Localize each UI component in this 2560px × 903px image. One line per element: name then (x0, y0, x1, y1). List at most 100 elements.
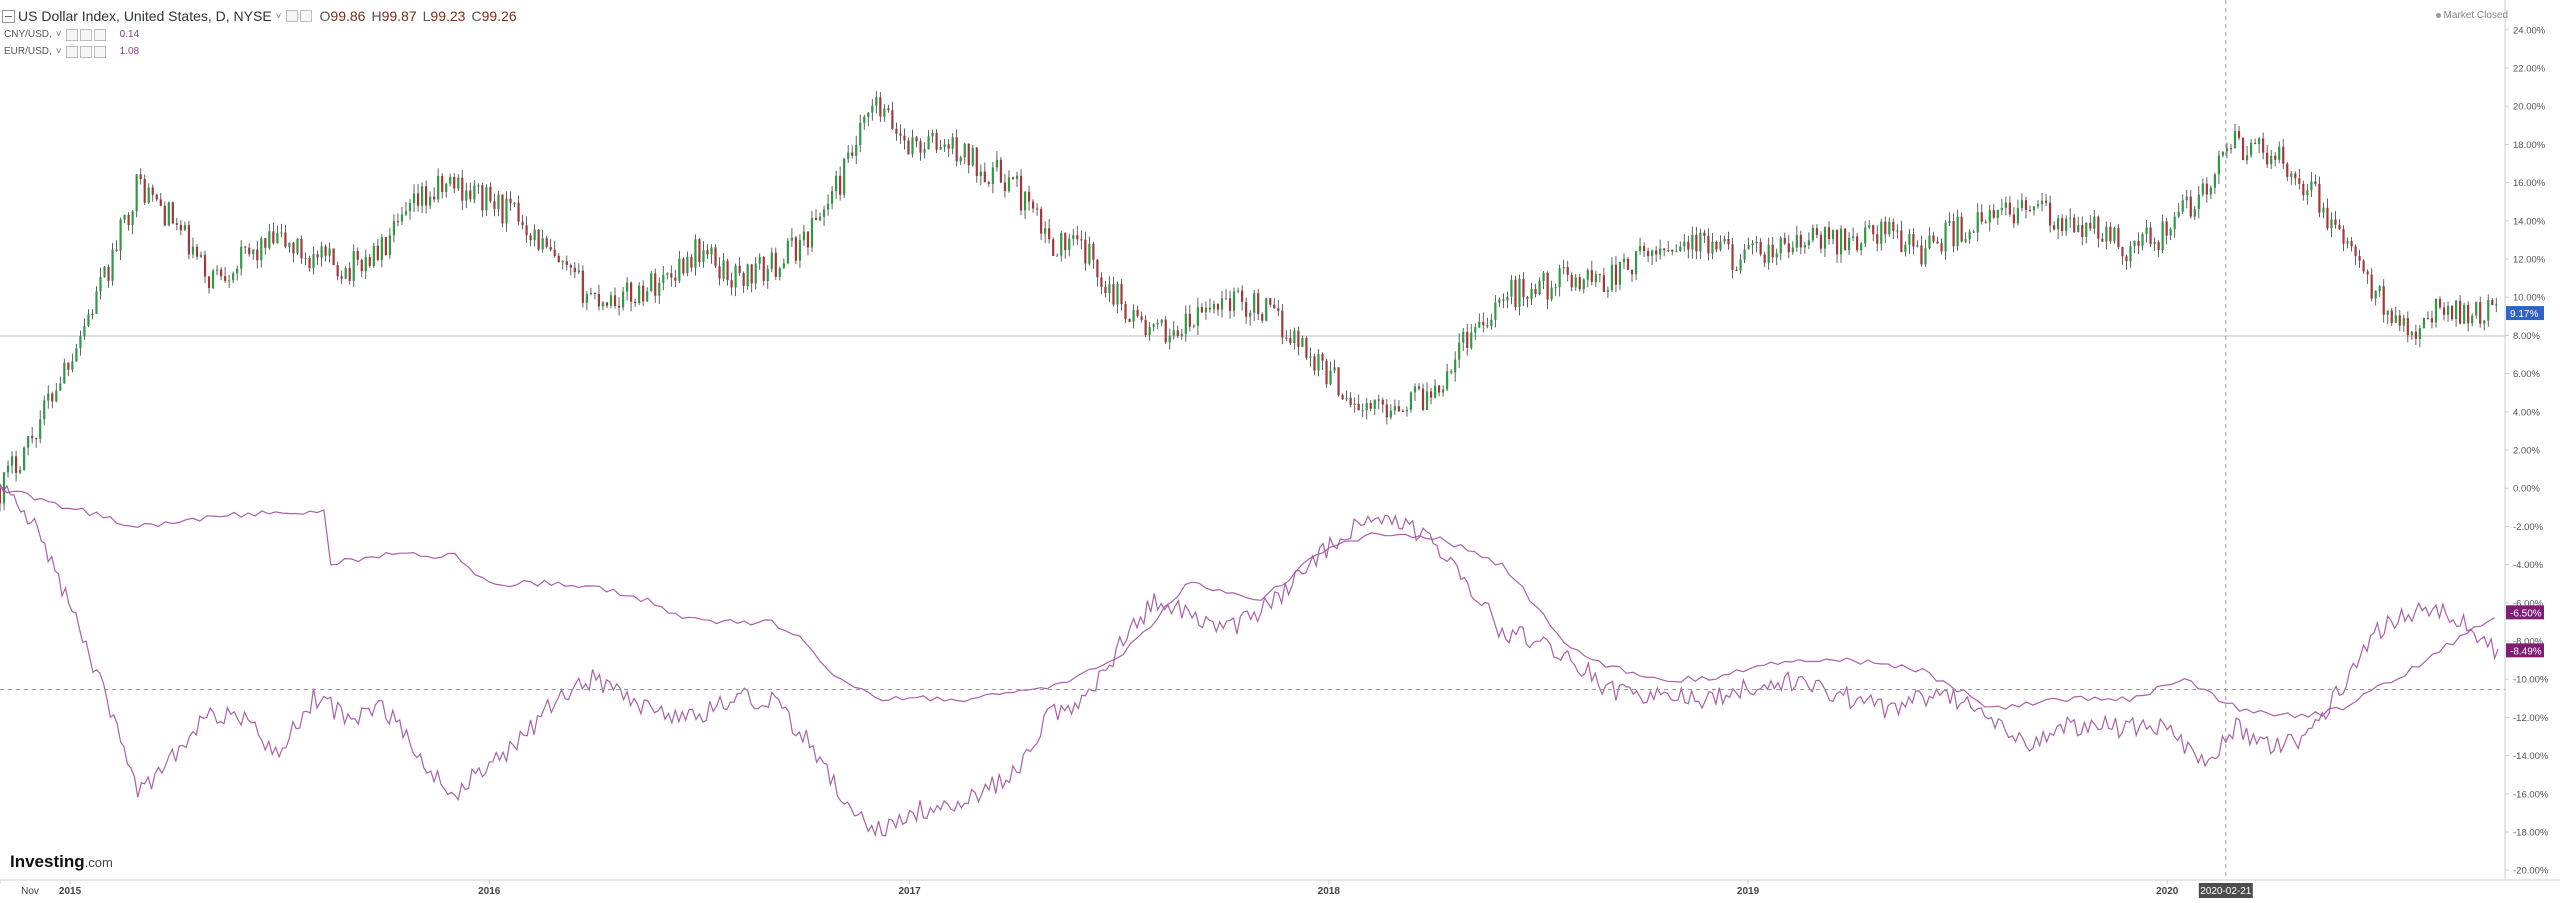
candle-body (2378, 286, 2381, 291)
candle-body (1996, 210, 1999, 218)
candle-body (1835, 230, 1839, 255)
candle-body (670, 273, 673, 278)
candle-body (2077, 225, 2080, 233)
price-axis-area[interactable] (2505, 0, 2560, 880)
chevron-down-icon[interactable]: ˅ (275, 10, 282, 22)
candle-body (2286, 163, 2289, 177)
candle-body (1341, 395, 1344, 400)
candle-body (2189, 196, 2192, 217)
candle-body (1136, 309, 1139, 317)
candle-body (839, 175, 842, 195)
candle-body (830, 191, 834, 204)
candle-body (2274, 155, 2277, 160)
candle-body (1582, 279, 1585, 290)
candle-body (2479, 302, 2482, 324)
candle-body (1072, 235, 1075, 239)
candle-body (955, 137, 958, 162)
candle-body (1522, 278, 1525, 298)
settings-icon[interactable] (79, 28, 92, 41)
candle-body (738, 265, 741, 274)
main-series-legend[interactable]: US Dollar Index, United States, D, NYSE … (0, 6, 517, 26)
eye-icon[interactable] (65, 28, 78, 41)
candle-body (10, 456, 14, 466)
candle-body (1763, 254, 1766, 263)
candle-body (1120, 283, 1123, 305)
candle-body (224, 276, 227, 281)
candle-body (630, 282, 633, 302)
candle-body (99, 277, 102, 292)
candle-body (1044, 228, 1047, 234)
candle-body (1634, 251, 1638, 275)
candle-body (1630, 269, 1634, 275)
candle-body (1486, 325, 1489, 327)
candle-body (1458, 342, 1461, 360)
candle-body (2475, 302, 2478, 316)
time-axis[interactable]: Nov 2015 2016 2017 2018 2019 2020 (0, 880, 2179, 897)
main-series-title: US Dollar Index, United States, D, NYSE (18, 8, 272, 24)
candle-body (923, 149, 926, 153)
candle-body (686, 256, 689, 274)
candle-body (557, 255, 560, 263)
candle-body (915, 137, 918, 142)
chevron-down-icon[interactable]: ˅ (55, 29, 62, 40)
candle-body (2201, 183, 2204, 195)
candle-body (1811, 228, 1815, 241)
overlay-legend-eur[interactable]: EUR/USD, ˅ 1.08 (0, 43, 517, 60)
candle-body (1651, 250, 1654, 257)
candle-body (260, 238, 263, 261)
candle-body (376, 245, 379, 260)
candle-body (175, 223, 178, 225)
candle-body (1325, 360, 1328, 385)
hide-icon[interactable] (299, 10, 312, 22)
candle-body (1695, 234, 1698, 252)
candle-body (513, 202, 516, 204)
candle-body (1417, 386, 1421, 389)
candle-body (1385, 404, 1388, 418)
collapse-icon[interactable] (2, 9, 15, 23)
overlay-legend-cny[interactable]: CNY/USD, ˅ 0.14 (0, 26, 517, 43)
candle-body (1027, 191, 1031, 202)
candle-body (1108, 284, 1111, 294)
eye-icon[interactable] (65, 45, 78, 58)
close-icon[interactable] (93, 45, 106, 58)
candle-body (1739, 259, 1742, 271)
candle-body (1896, 230, 1899, 232)
candle-body (1092, 243, 1095, 260)
candle-body (2157, 242, 2160, 250)
candle-body (1787, 243, 1790, 253)
candle-body (1510, 279, 1513, 297)
candle-body (400, 214, 404, 222)
chevron-down-icon[interactable]: ˅ (55, 46, 62, 57)
candle-body (228, 280, 231, 282)
candle-body (1064, 233, 1067, 251)
settings-icon[interactable] (79, 45, 92, 58)
candle-body (1313, 356, 1316, 371)
y-tick-label: 18.00% (2513, 140, 2546, 151)
y-tick-label: -6.00% (2513, 598, 2544, 609)
candle-body (2422, 317, 2426, 329)
candle-body (1542, 272, 1545, 282)
candle-body (722, 260, 725, 279)
candle-body (292, 242, 295, 254)
settings-icon[interactable] (285, 10, 298, 22)
x-tick-label: 2017 (898, 886, 921, 897)
candle-body (2137, 241, 2140, 246)
candle-body (63, 362, 66, 384)
candle-body (111, 249, 114, 281)
candle-body (646, 291, 649, 302)
candle-body (1667, 249, 1670, 251)
candle-body (2471, 315, 2474, 324)
candle-body (1888, 221, 1891, 235)
candle-body (2032, 206, 2036, 211)
candle-body (1884, 221, 1887, 235)
cny-usd-last-label: -6.50% (2510, 608, 2542, 619)
candle-body (959, 157, 962, 162)
candle-body (1747, 244, 1750, 250)
ohlc-close-label: C (471, 8, 482, 24)
candle-body (151, 187, 154, 195)
candle-body (103, 266, 106, 278)
candle-body (300, 238, 303, 259)
close-icon[interactable] (93, 28, 106, 41)
